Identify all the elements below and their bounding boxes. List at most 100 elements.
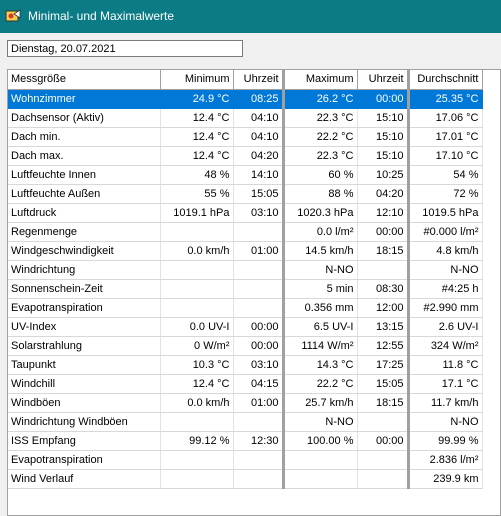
header-messgroesse[interactable]: Messgröße (8, 70, 161, 90)
cell-maximum: 5 min (281, 279, 358, 299)
table-row[interactable]: Wohnzimmer 24.9 °C 08:25 26.2 °C 00:00 25.35 … (8, 89, 483, 109)
table-row[interactable]: ISS Empfang 99.12 % 12:30 100.00 % 00:00 99.9… (8, 431, 483, 451)
cell-minimum: 12.4 °C (160, 374, 234, 394)
cell-average: 239.9 km (406, 469, 483, 489)
cell-max-time: 15:10 (357, 108, 409, 128)
cell-minimum (160, 412, 234, 432)
table-row[interactable]: Sonnenschein-Zeit 5 min 08:30 #4:25 h (8, 279, 483, 299)
cell-average: 25.35 °C (406, 89, 483, 109)
cell-maximum: 22.2 °C (281, 127, 358, 147)
cell-max-time: 00:00 (357, 431, 409, 451)
cell-min-time (233, 279, 284, 299)
table-row[interactable]: Luftfeuchte Außen 55 % 15:05 88 % 04:20 72 % (8, 184, 483, 204)
cell-minimum: 55 % (160, 184, 234, 204)
cell-max-time: 15:05 (357, 374, 409, 394)
table-row[interactable]: Evapotranspiration 0.356 mm 12:00 #2.990 mm (8, 298, 483, 318)
cell-average: 17.10 °C (406, 146, 483, 166)
table-row[interactable]: Windrichtung Windböen N-NO N-NO (8, 412, 483, 432)
cell-minimum (160, 279, 234, 299)
cell-name: Evapotranspiration (8, 298, 161, 318)
cell-average: 72 % (406, 184, 483, 204)
cell-maximum: 88 % (281, 184, 358, 204)
header-durchschnitt[interactable]: Durchschnitt (406, 70, 483, 90)
cell-min-time: 00:00 (233, 336, 284, 356)
cell-average: N-NO (406, 412, 483, 432)
cell-maximum: 22.3 °C (281, 146, 358, 166)
table-row[interactable]: Dach min. 12.4 °C 04:10 22.2 °C 15:10 17.01 °… (8, 127, 483, 147)
cell-maximum: 6.5 UV-I (281, 317, 358, 337)
table-row[interactable]: Windchill 12.4 °C 04:15 22.2 °C 15:05 17.1 °C (8, 374, 483, 394)
cell-average: 17.1 °C (406, 374, 483, 394)
date-field[interactable]: Dienstag, 20.07.2021 (7, 40, 243, 57)
window-title: Minimal- und Maximalwerte (28, 9, 175, 23)
cell-average: N-NO (406, 260, 483, 280)
table-row[interactable]: UV-Index 0.0 UV-I 00:00 6.5 UV-I 13:15 2.6 UV… (8, 317, 483, 337)
cell-name: Windrichtung (8, 260, 161, 280)
cell-name: Windböen (8, 393, 161, 413)
cell-average: #2.990 mm (406, 298, 483, 318)
cell-min-time (233, 298, 284, 318)
cell-min-time: 12:30 (233, 431, 284, 451)
cell-max-time: 08:30 (357, 279, 409, 299)
cell-minimum (160, 450, 234, 470)
cell-maximum: 1020.3 hPa (281, 203, 358, 223)
cell-max-time: 18:15 (357, 241, 409, 261)
table-row[interactable]: Evapotranspiration 2.836 l/m² (8, 450, 483, 470)
cell-min-time: 04:10 (233, 127, 284, 147)
cell-average: 4.8 km/h (406, 241, 483, 261)
header-uhrzeit-max[interactable]: Uhrzeit (357, 70, 409, 90)
cell-minimum: 99.12 % (160, 431, 234, 451)
cell-maximum: 26.2 °C (281, 89, 358, 109)
cell-min-time: 08:25 (233, 89, 284, 109)
cell-min-time: 01:00 (233, 241, 284, 261)
cell-maximum: 60 % (281, 165, 358, 185)
table-row[interactable]: Solarstrahlung 0 W/m² 00:00 1114 W/m² 12:55 3… (8, 336, 483, 356)
cell-minimum: 0 W/m² (160, 336, 234, 356)
cell-name: Solarstrahlung (8, 336, 161, 356)
cell-maximum: 25.7 km/h (281, 393, 358, 413)
minmax-table: Messgröße Minimum Uhrzeit Maximum Uhrzei… (7, 69, 501, 516)
cell-minimum: 0.0 km/h (160, 393, 234, 413)
cell-minimum: 0.0 km/h (160, 241, 234, 261)
cell-max-time (357, 469, 409, 489)
table-row[interactable]: Windrichtung N-NO N-NO (8, 260, 483, 280)
cell-name: Wohnzimmer (8, 89, 161, 109)
cell-maximum: 22.2 °C (281, 374, 358, 394)
cell-average: #0.000 l/m² (406, 222, 483, 242)
cell-maximum: N-NO (281, 412, 358, 432)
table-row[interactable]: Regenmenge 0.0 l/m² 00:00 #0.000 l/m² (8, 222, 483, 242)
cell-max-time (357, 412, 409, 432)
table-row[interactable]: Dach max. 12.4 °C 04:20 22.3 °C 15:10 17.10 °… (8, 146, 483, 166)
cell-name: Regenmenge (8, 222, 161, 242)
cell-average: #4:25 h (406, 279, 483, 299)
table-row[interactable]: Wind Verlauf 239.9 km (8, 469, 483, 489)
table-row[interactable]: Windgeschwindigkeit 0.0 km/h 01:00 14.5 km/… (8, 241, 483, 261)
cell-name: Luftfeuchte Innen (8, 165, 161, 185)
table-row[interactable]: Luftdruck 1019.1 hPa 03:10 1020.3 hPa 12:10 1… (8, 203, 483, 223)
table-row[interactable]: Dachsensor (Aktiv) 12.4 °C 04:10 22.3 °C 15:… (8, 108, 483, 128)
cell-name: UV-Index (8, 317, 161, 337)
cell-name: Windrichtung Windböen (8, 412, 161, 432)
cell-min-time (233, 412, 284, 432)
cell-average: 17.06 °C (406, 108, 483, 128)
header-minimum[interactable]: Minimum (160, 70, 234, 90)
cell-name: Windchill (8, 374, 161, 394)
cell-min-time: 00:00 (233, 317, 284, 337)
cell-max-time: 12:10 (357, 203, 409, 223)
table-row[interactable]: Windböen 0.0 km/h 01:00 25.7 km/h 18:15 11.7 … (8, 393, 483, 413)
cell-average: 1019.5 hPa (406, 203, 483, 223)
header-uhrzeit-min[interactable]: Uhrzeit (233, 70, 284, 90)
cell-minimum (160, 222, 234, 242)
table-row[interactable]: Taupunkt 10.3 °C 03:10 14.3 °C 17:25 11.8 °C (8, 355, 483, 375)
cell-min-time: 04:15 (233, 374, 284, 394)
cell-max-time: 18:15 (357, 393, 409, 413)
cell-min-time: 03:10 (233, 203, 284, 223)
table-row[interactable]: Luftfeuchte Innen 48 % 14:10 60 % 10:25 54 % (8, 165, 483, 185)
cell-average: 99.99 % (406, 431, 483, 451)
cell-maximum (281, 469, 358, 489)
cell-average: 17.01 °C (406, 127, 483, 147)
cell-minimum: 12.4 °C (160, 146, 234, 166)
cell-max-time: 17:25 (357, 355, 409, 375)
cell-minimum: 10.3 °C (160, 355, 234, 375)
header-maximum[interactable]: Maximum (281, 70, 358, 90)
